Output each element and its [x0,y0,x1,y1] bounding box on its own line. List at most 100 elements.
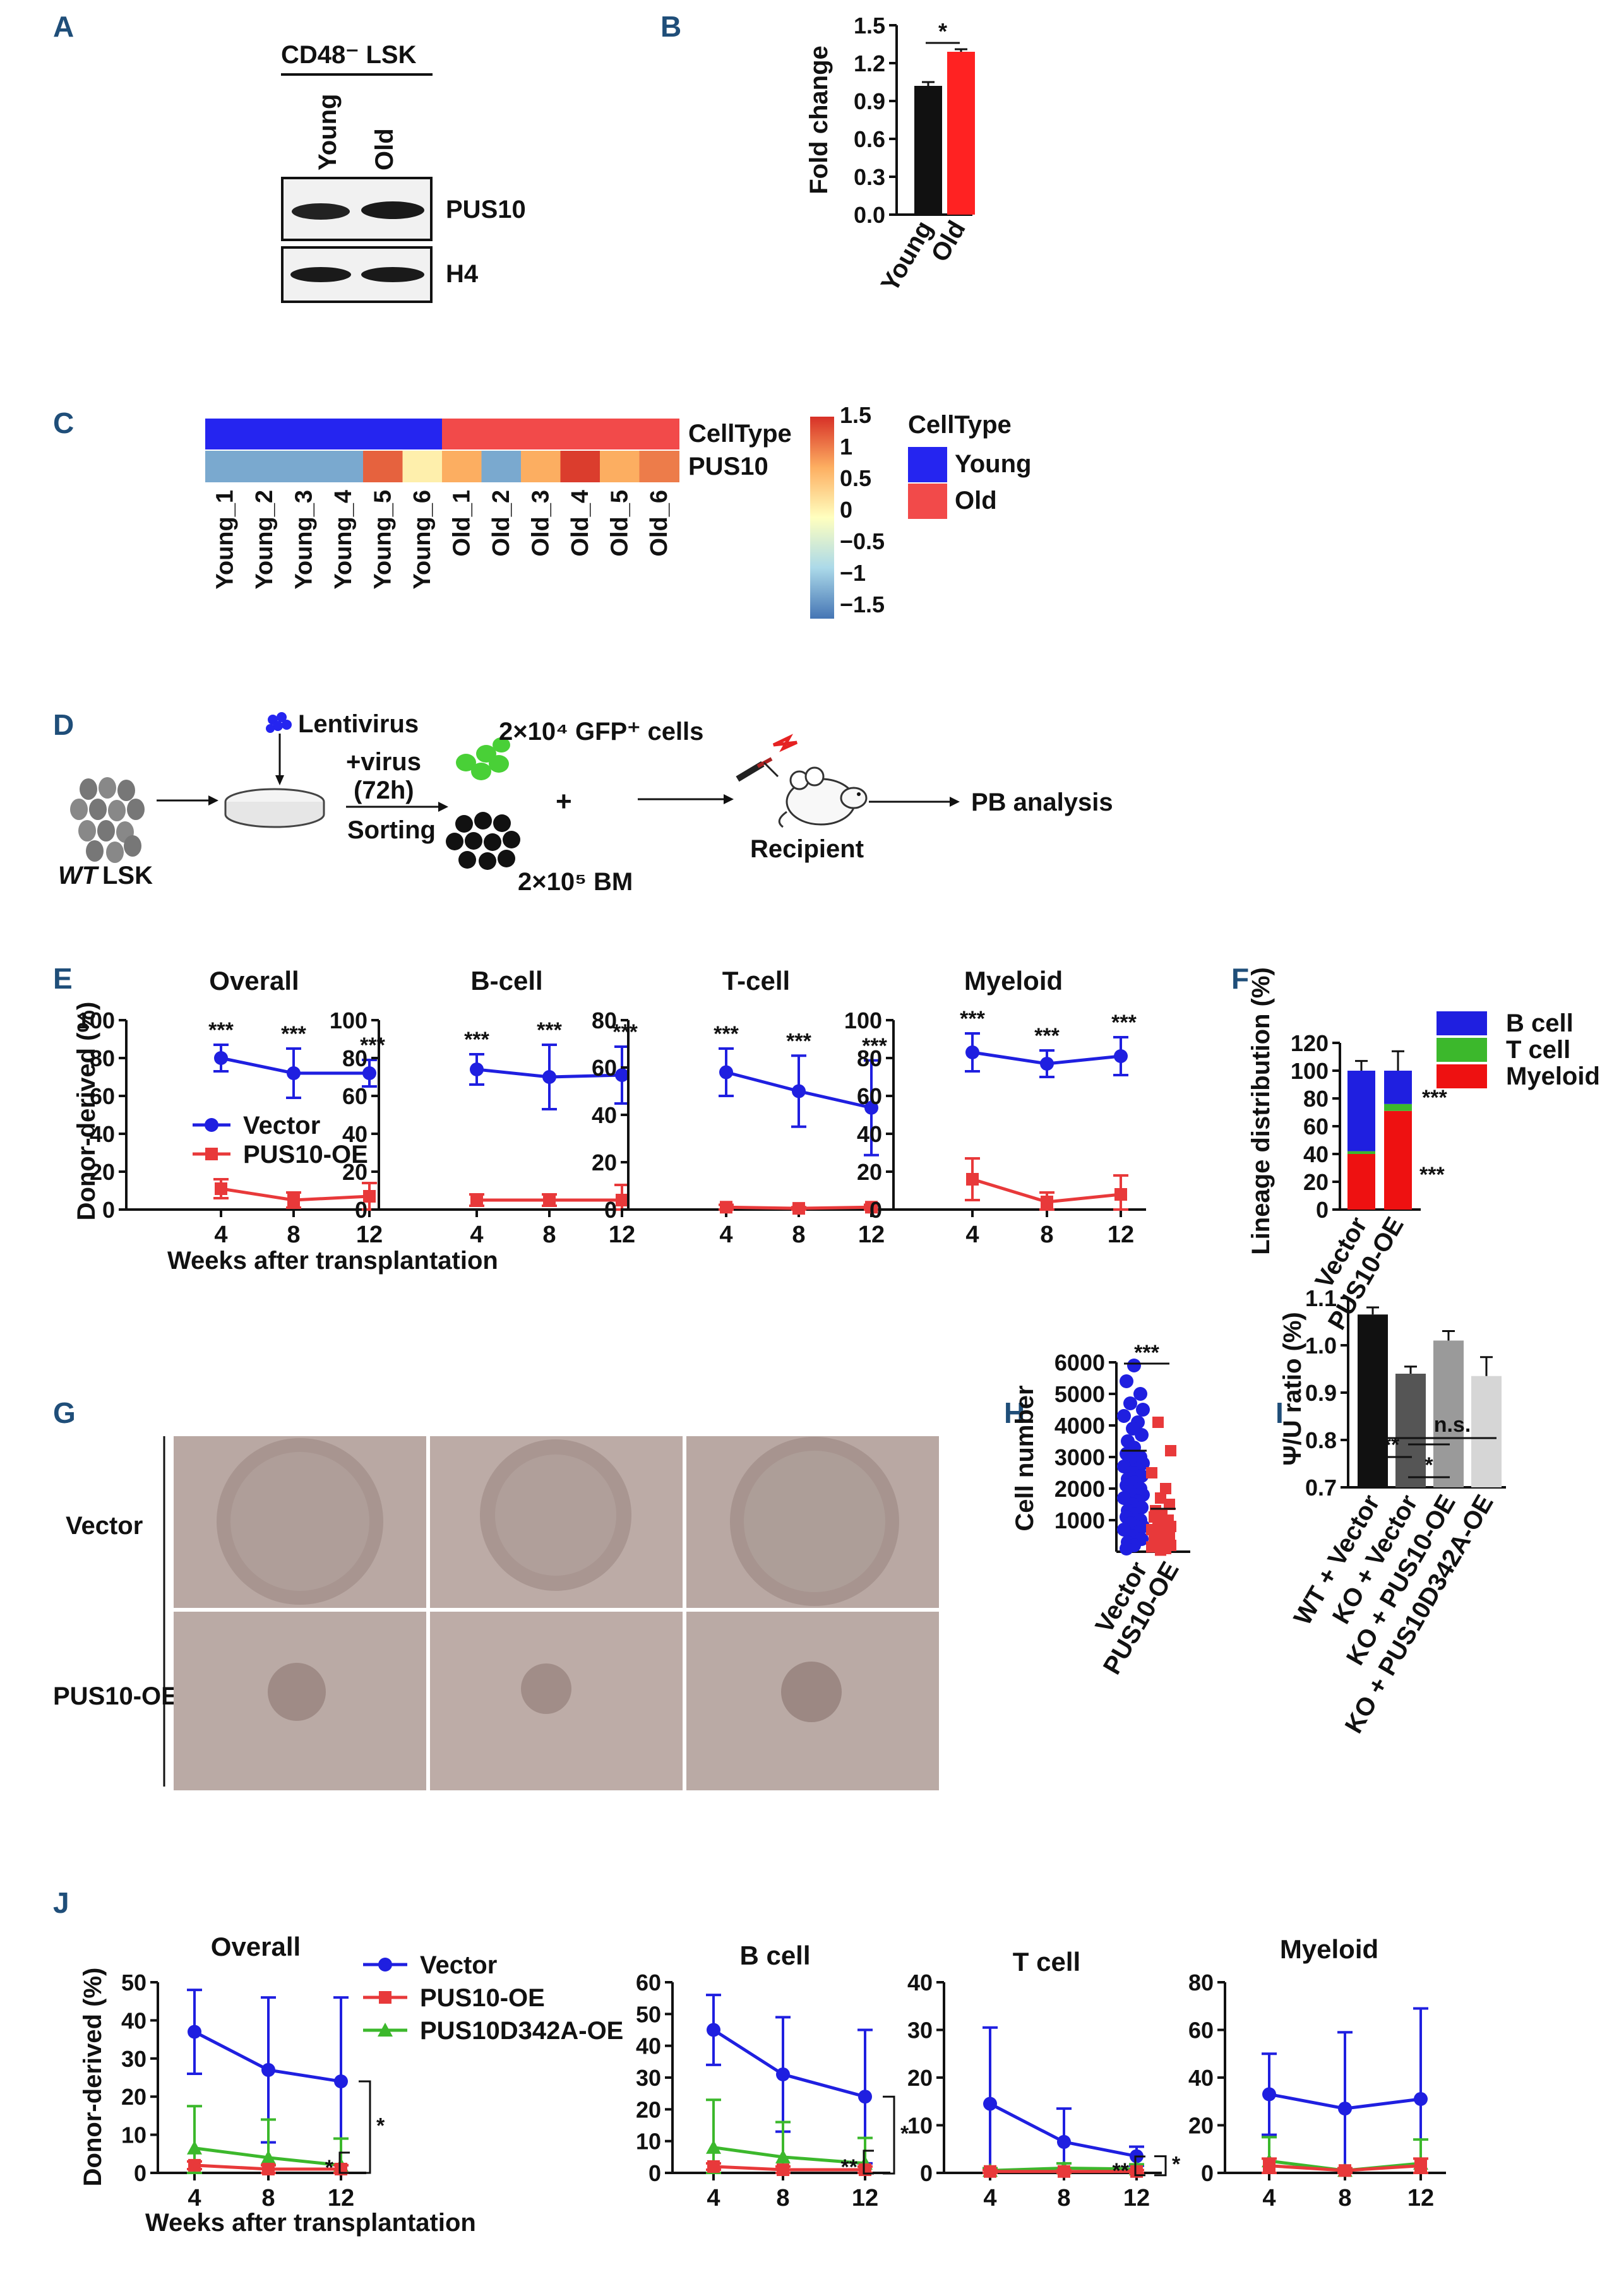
j-b-cell-oe-point [707,2160,720,2173]
j-b-cell-ytick-label: 10 [636,2129,661,2155]
j-legend-label: PUS10D342A-OE [420,2017,623,2045]
c-color-scale [810,417,834,619]
f-ytick-label: 120 [1291,1030,1329,1056]
lentivirus-icon [266,712,292,733]
j-ylabel: Donor-derived (%) [79,1968,107,2187]
syringe-icon [736,734,798,782]
j-overall-ytick-label: 50 [121,1970,146,1996]
e-t-cell-xtick-label: 12 [858,1222,885,1248]
h-vector-point [1133,1387,1147,1401]
j-b-cell-vector-point [776,2067,790,2081]
panel-g-micrographs: Vector PUS10-OE [53,1436,939,1790]
h-sig-label: *** [1134,1341,1159,1365]
i-sig-label: * [1425,1453,1433,1477]
panel-d-schematic: WT LSK Lentivirus +virus (72h) Sorting 2… [58,710,1113,896]
j-sig-label: * [325,2156,334,2180]
e-overall-xtick-label: 4 [214,1222,227,1248]
c-pus10-cell [521,451,561,482]
j-sig-label: ** [1113,2159,1130,2183]
e-t-cell-oe-point [865,1201,878,1214]
j-legend-marker [378,1958,392,1972]
e-t-cell-vector-point [864,1100,878,1115]
b-ytick-label: 1.2 [854,51,885,76]
panel-letters: A B C D E F G H I J [53,10,1284,1919]
c-celltype-cell [205,419,246,449]
h-ytick-label: 1000 [1054,1508,1105,1533]
j-overall-ytick-label: 40 [121,2008,146,2033]
b-sig-label: * [938,18,947,44]
j-myeloid-oe-point [1263,2159,1275,2172]
e-overall-xtick-label: 12 [356,1222,383,1248]
e-t-cell-vector-point [792,1084,806,1098]
row-label-oe: PUS10-OE [53,1682,178,1710]
e-sig-label: *** [960,1007,985,1031]
j-t-cell-ytick-label: 30 [907,2018,933,2043]
blot-band-old-pus10 [361,201,424,219]
f-legend-swatch [1437,1011,1487,1035]
b-bar-old [947,52,975,215]
e-myeloid-ytick-label: 20 [857,1159,882,1185]
j-b-cell-ytick-label: 40 [636,2033,661,2059]
j-t-cell-oe-point [1058,2165,1070,2178]
e-overall-ytick-label: 40 [90,1121,115,1147]
h-oe-point [1160,1483,1171,1494]
e-sig-label: *** [862,1034,887,1058]
e-overall-ytick-label: 100 [77,1008,115,1033]
c-sample-label: Young_3 [290,490,317,590]
c-pus10-cell [323,451,364,482]
h-ytick-label: 5000 [1054,1381,1105,1407]
b-xtick-label: Young [876,217,938,297]
arrow-4-head [950,797,960,807]
e-sig-label: *** [1034,1024,1060,1048]
e-ylabel: Donor-derived (%) [73,1002,100,1221]
f-ytick-label: 0 [1316,1197,1329,1223]
f-sig-label: *** [1419,1163,1445,1187]
h-vector-point [1136,1403,1150,1417]
j-t-cell-oe-point [984,2165,996,2178]
c-scale-tick: −0.5 [840,528,885,554]
c-celltype-cell [639,419,679,449]
b-ytick-label: 0.0 [854,202,885,228]
j-sig-bracket-outer [883,2095,895,2175]
arrow-3-head [724,794,734,804]
lsk-cells-icon [70,777,145,863]
e-b-cell-oe-point [543,1194,556,1206]
e-myeloid-xtick-label: 12 [1108,1222,1134,1248]
i-ytick-label: 0.8 [1305,1427,1337,1453]
b-ytick-label: 0.3 [854,164,885,190]
f-legend-label: Myeloid [1506,1062,1600,1090]
e-sig-label: *** [612,1020,638,1044]
h-ytick-label: 6000 [1054,1350,1105,1376]
j-t-cell-xtick-label: 4 [983,2185,996,2211]
virus-arrow-head [275,775,284,785]
e-b-cell-ytick-label: 100 [330,1008,367,1033]
panel-label-i: I [1275,1396,1284,1429]
j-sig-label: * [900,2122,909,2146]
h-vector-point [1135,1428,1149,1442]
j-myeloid-title: Myeloid [1280,1934,1378,1964]
j-t-cell-title: T cell [1013,1947,1080,1977]
arrow-1-head [208,795,218,806]
f-legend-label: T cell [1506,1036,1570,1064]
j-overall-xtick-label: 4 [188,2185,201,2211]
sorting-label: Sorting [347,816,436,844]
c-sample-label: Old_4 [567,490,594,557]
j-legend-marker [378,2023,393,2037]
lsk-label: LSK [102,862,153,889]
e-legend-oe-marker [205,1148,218,1160]
e-sig-label: *** [1111,1011,1137,1035]
e-myeloid-oe-point [1041,1196,1053,1208]
e-b-cell-ytick-label: 40 [342,1121,367,1147]
b-ytick-label: 1.5 [854,13,885,39]
h-ytick-label: 2000 [1054,1476,1105,1502]
j-xlabel: Weeks after transplantation [145,2209,476,2237]
e-overall-oe-point [215,1182,227,1195]
e-sig-label: *** [464,1028,489,1052]
e-myeloid-vector-point [1040,1057,1054,1071]
c-sample-label: Old_3 [527,490,554,557]
c-pus10-cell [639,451,679,482]
e-b-cell-vector-point [542,1070,556,1084]
